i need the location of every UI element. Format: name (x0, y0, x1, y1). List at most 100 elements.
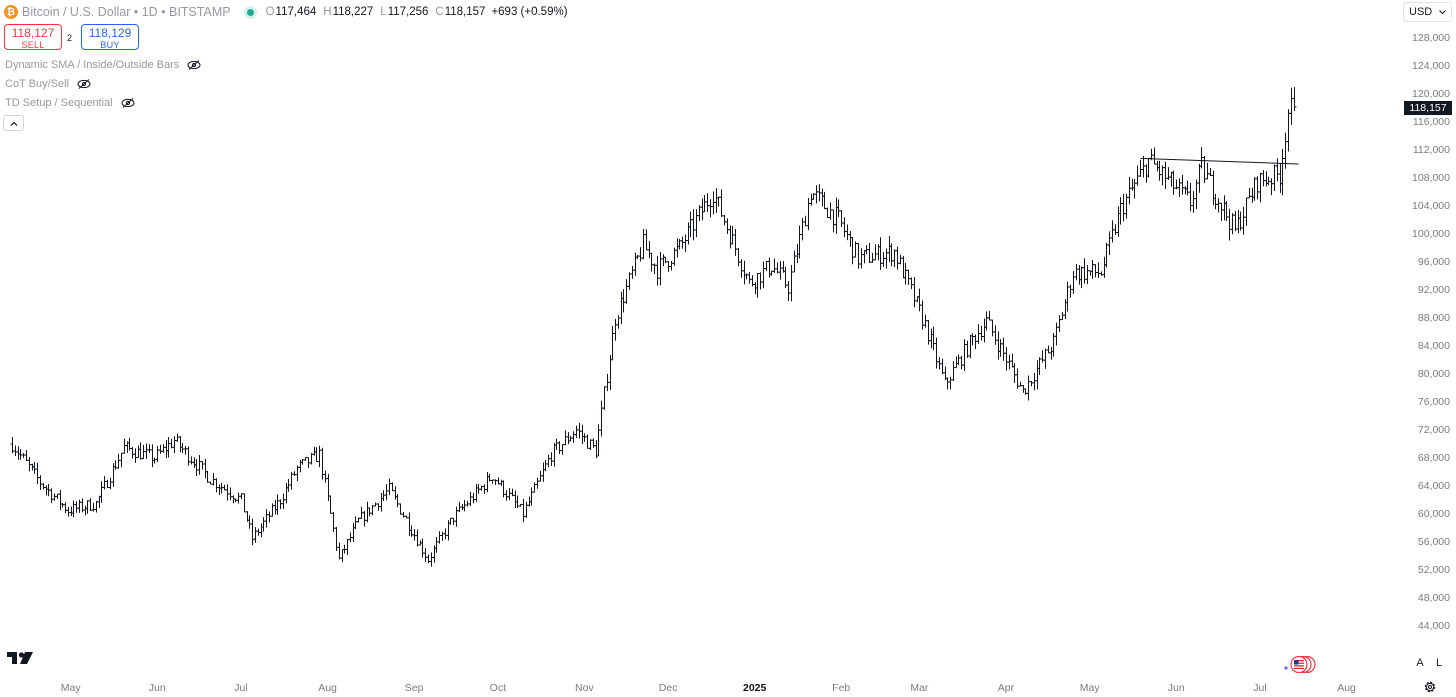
ohlc-bar (77, 499, 82, 513)
ohlc-bar (744, 273, 749, 280)
price-axis-tick: 60,000 (1417, 508, 1450, 520)
flag-badge-icon[interactable] (1283, 656, 1317, 673)
time-axis-tick: Apr (997, 682, 1015, 694)
ohlc-bar (859, 248, 864, 269)
ohlc-bar (529, 487, 534, 506)
ohlc-bar (504, 490, 509, 501)
price-axis-tick: 68,000 (1417, 452, 1450, 464)
ohlc-bar (398, 503, 403, 515)
ohlc-bar (599, 400, 604, 437)
ohlc-bar (281, 493, 286, 510)
ohlc-bar (836, 199, 841, 218)
ohlc-bar (278, 499, 283, 510)
time-axis-tick: Jul (234, 682, 248, 694)
ohlc-bar (1278, 163, 1283, 193)
ohlc-bar (1230, 213, 1235, 235)
buy-button[interactable]: 118,129 BUY (81, 24, 139, 50)
trendline[interactable] (1140, 157, 1299, 165)
indicator-row-td-setup[interactable]: TD Setup / Sequential (5, 95, 135, 111)
ohlc-bar (873, 244, 878, 261)
tradingview-logo-icon[interactable] (6, 651, 34, 665)
ohlc-bar (719, 189, 724, 217)
ohlc-bar (1104, 242, 1109, 268)
ohlc-bar (831, 209, 836, 233)
time-axis-tick: Jul (1253, 682, 1267, 694)
ohlc-bar (393, 486, 398, 500)
ohlc-bar (130, 446, 135, 459)
ohlc-bar (940, 358, 945, 375)
log-scale-button[interactable]: L (1435, 657, 1443, 669)
close-label: C (435, 6, 444, 18)
ohlc-bar (778, 261, 783, 280)
ohlc-bar (647, 241, 652, 259)
eye-hidden-icon[interactable] (77, 79, 91, 89)
eye-hidden-icon[interactable] (121, 98, 135, 108)
ohlc-bar (546, 454, 551, 468)
price-axis-tick: 116,000 (1412, 116, 1450, 128)
indicator-label: TD Setup / Sequential (5, 97, 113, 109)
ohlc-bar (591, 438, 596, 448)
ohlc-bar (1163, 161, 1168, 190)
ohlc-bar (217, 484, 222, 496)
ohlc-bar (764, 260, 769, 272)
currency-selector[interactable]: USD (1403, 2, 1452, 22)
ohlc-bar (119, 452, 124, 468)
ohlc-bar (1275, 158, 1280, 182)
eye-hidden-icon[interactable] (187, 60, 201, 70)
ohlc-bar (175, 433, 180, 442)
auto-scale-button[interactable]: A (1416, 657, 1424, 669)
ohlc-bar (1001, 337, 1006, 361)
ohlc-bar (1102, 256, 1107, 278)
ohlc-bar (984, 311, 989, 331)
ohlc-bar (630, 265, 635, 279)
bitcoin-icon: ₿ (4, 5, 18, 19)
ohlc-bar (71, 500, 76, 518)
high-label: H (323, 6, 332, 18)
ohlc-bar (317, 445, 322, 468)
ohlc-bar (691, 209, 696, 241)
ohlc-bar (259, 523, 264, 538)
ohlc-bar (549, 452, 554, 466)
ohlc-bar (429, 552, 434, 567)
ohlc-bar (580, 424, 585, 445)
sell-button[interactable]: 118,127 SELL (4, 24, 62, 50)
ohlc-bar (267, 511, 272, 523)
ohlc-bar (945, 377, 950, 390)
indicator-row-dynamic-sma[interactable]: Dynamic SMA / Inside/Outside Bars (5, 57, 201, 73)
ohlc-bar (976, 324, 981, 344)
buy-label: BUY (100, 40, 120, 50)
ohlc-bar (700, 198, 705, 221)
ohlc-bar (638, 247, 643, 262)
ohlc-bar (917, 288, 922, 312)
ohlc-bar (485, 472, 490, 493)
ohlc-bar (1264, 171, 1269, 187)
open-label: O (265, 6, 275, 18)
ohlc-bar (1169, 171, 1174, 187)
symbol-title[interactable]: Bitcoin / U.S. Dollar • 1D • BITSTAMP (22, 5, 231, 19)
ohlc-bar (1261, 170, 1266, 187)
price-chart[interactable] (0, 0, 1400, 676)
ohlc-bar (736, 247, 741, 267)
collapse-indicators-button[interactable] (3, 115, 24, 131)
ohlc-bar (437, 531, 442, 544)
ohlc-bar (273, 499, 278, 515)
ohlc-bar (194, 459, 199, 476)
indicator-row-cot[interactable]: CoT Buy/Sell (5, 76, 91, 92)
ohlc-bar (806, 197, 811, 231)
ohlc-bar (94, 500, 99, 513)
ohlc-bar (200, 461, 205, 470)
ohlc-bar (295, 465, 300, 482)
ohlc-bar (1063, 299, 1068, 320)
ohlc-bar (803, 215, 808, 227)
ohlc-bar (613, 318, 618, 341)
gear-icon[interactable] (1423, 680, 1437, 694)
ohlc-bar (362, 511, 367, 527)
time-axis-tick: Aug (318, 682, 337, 694)
price-axis-tick: 88,000 (1417, 312, 1450, 324)
ohlc-bar (669, 260, 674, 271)
ohlc-bar (585, 434, 590, 449)
time-axis-tick: Mar (910, 682, 929, 694)
chevron-down-icon (1439, 10, 1446, 14)
ohlc-bar (1289, 87, 1294, 125)
time-axis-tick: Nov (575, 682, 594, 694)
